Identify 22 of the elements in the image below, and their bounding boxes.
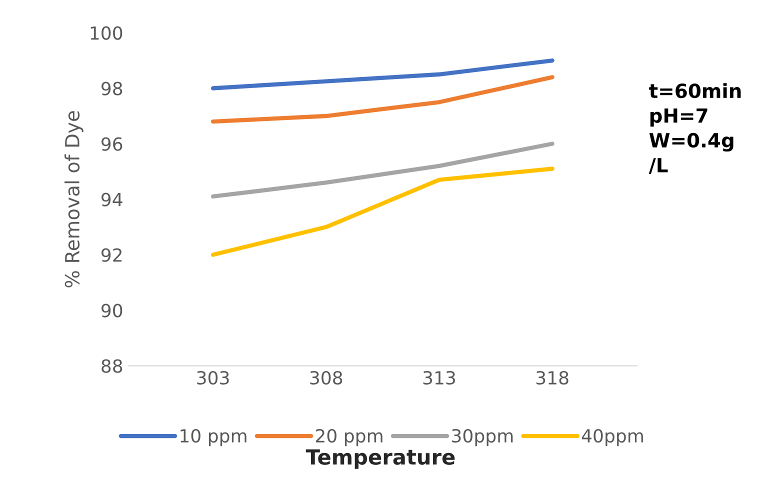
line-series — [210, 75, 554, 124]
y-tick-label: 92 — [102, 248, 122, 262]
text: t=60min pH=7 W=0.4g /L — [648, 83, 741, 174]
line-series — [210, 166, 554, 257]
x-tick-label: 308 — [310, 370, 342, 385]
y-tick-label: 96 — [102, 137, 122, 151]
y-tick-label: 90 — [102, 304, 122, 318]
y-tick-label: 100 — [90, 26, 122, 40]
x-tick-label: 313 — [423, 370, 456, 385]
y-tick-label: 94 — [102, 192, 122, 206]
x-axis-title: Temperature — [306, 449, 455, 469]
legend-label: 30ppm — [452, 428, 513, 446]
y-axis-title: % Removal of Dye — [64, 111, 84, 288]
legend-label: 10 ppm — [180, 428, 246, 446]
x-tick-label: 318 — [536, 370, 568, 385]
y-tick-label: 98 — [102, 82, 122, 96]
legend-label: 20 ppm — [316, 428, 382, 446]
y-tick-label: 88 — [102, 359, 122, 373]
line-series — [210, 142, 554, 199]
line-series — [210, 58, 554, 90]
x-tick-label: 303 — [197, 370, 229, 385]
legend-label: 40ppm — [582, 428, 643, 446]
